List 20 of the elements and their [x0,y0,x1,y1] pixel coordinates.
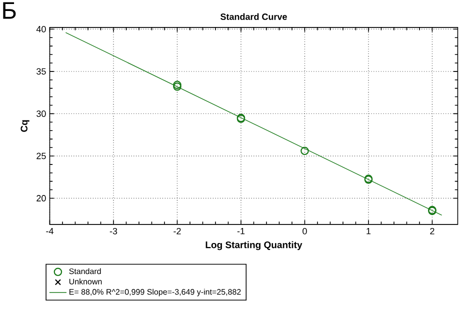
y-tick-label: 30 [36,110,46,117]
chart-title: Standard Curve [220,13,287,20]
y-axis-title: Cq [20,120,30,132]
y-tick-label: 20 [36,195,46,202]
legend-label: Unknown [69,278,102,284]
x-tick-label: -1 [237,228,245,234]
legend-label: Standard [69,268,101,274]
y-tick-label: 35 [36,68,46,75]
text: Б [3,2,16,19]
x-tick-label: 0 [302,228,307,234]
y-tick-label: 25 [36,152,46,160]
x-tick-label: 1 [366,228,371,234]
x-axis-title: Log Starting Quantity [206,241,302,250]
x-tick-label: -4 [46,228,54,234]
y-tick-label: 40 [36,26,46,32]
x-tick-label: -3 [110,228,118,234]
x-tick-label: -2 [174,228,181,234]
x-tick-label: 2 [430,228,434,234]
point [300,146,309,156]
legend-label: E= 88,0% R^2=0,999 Slope=-3,649 y-int=25,882 [69,288,241,296]
